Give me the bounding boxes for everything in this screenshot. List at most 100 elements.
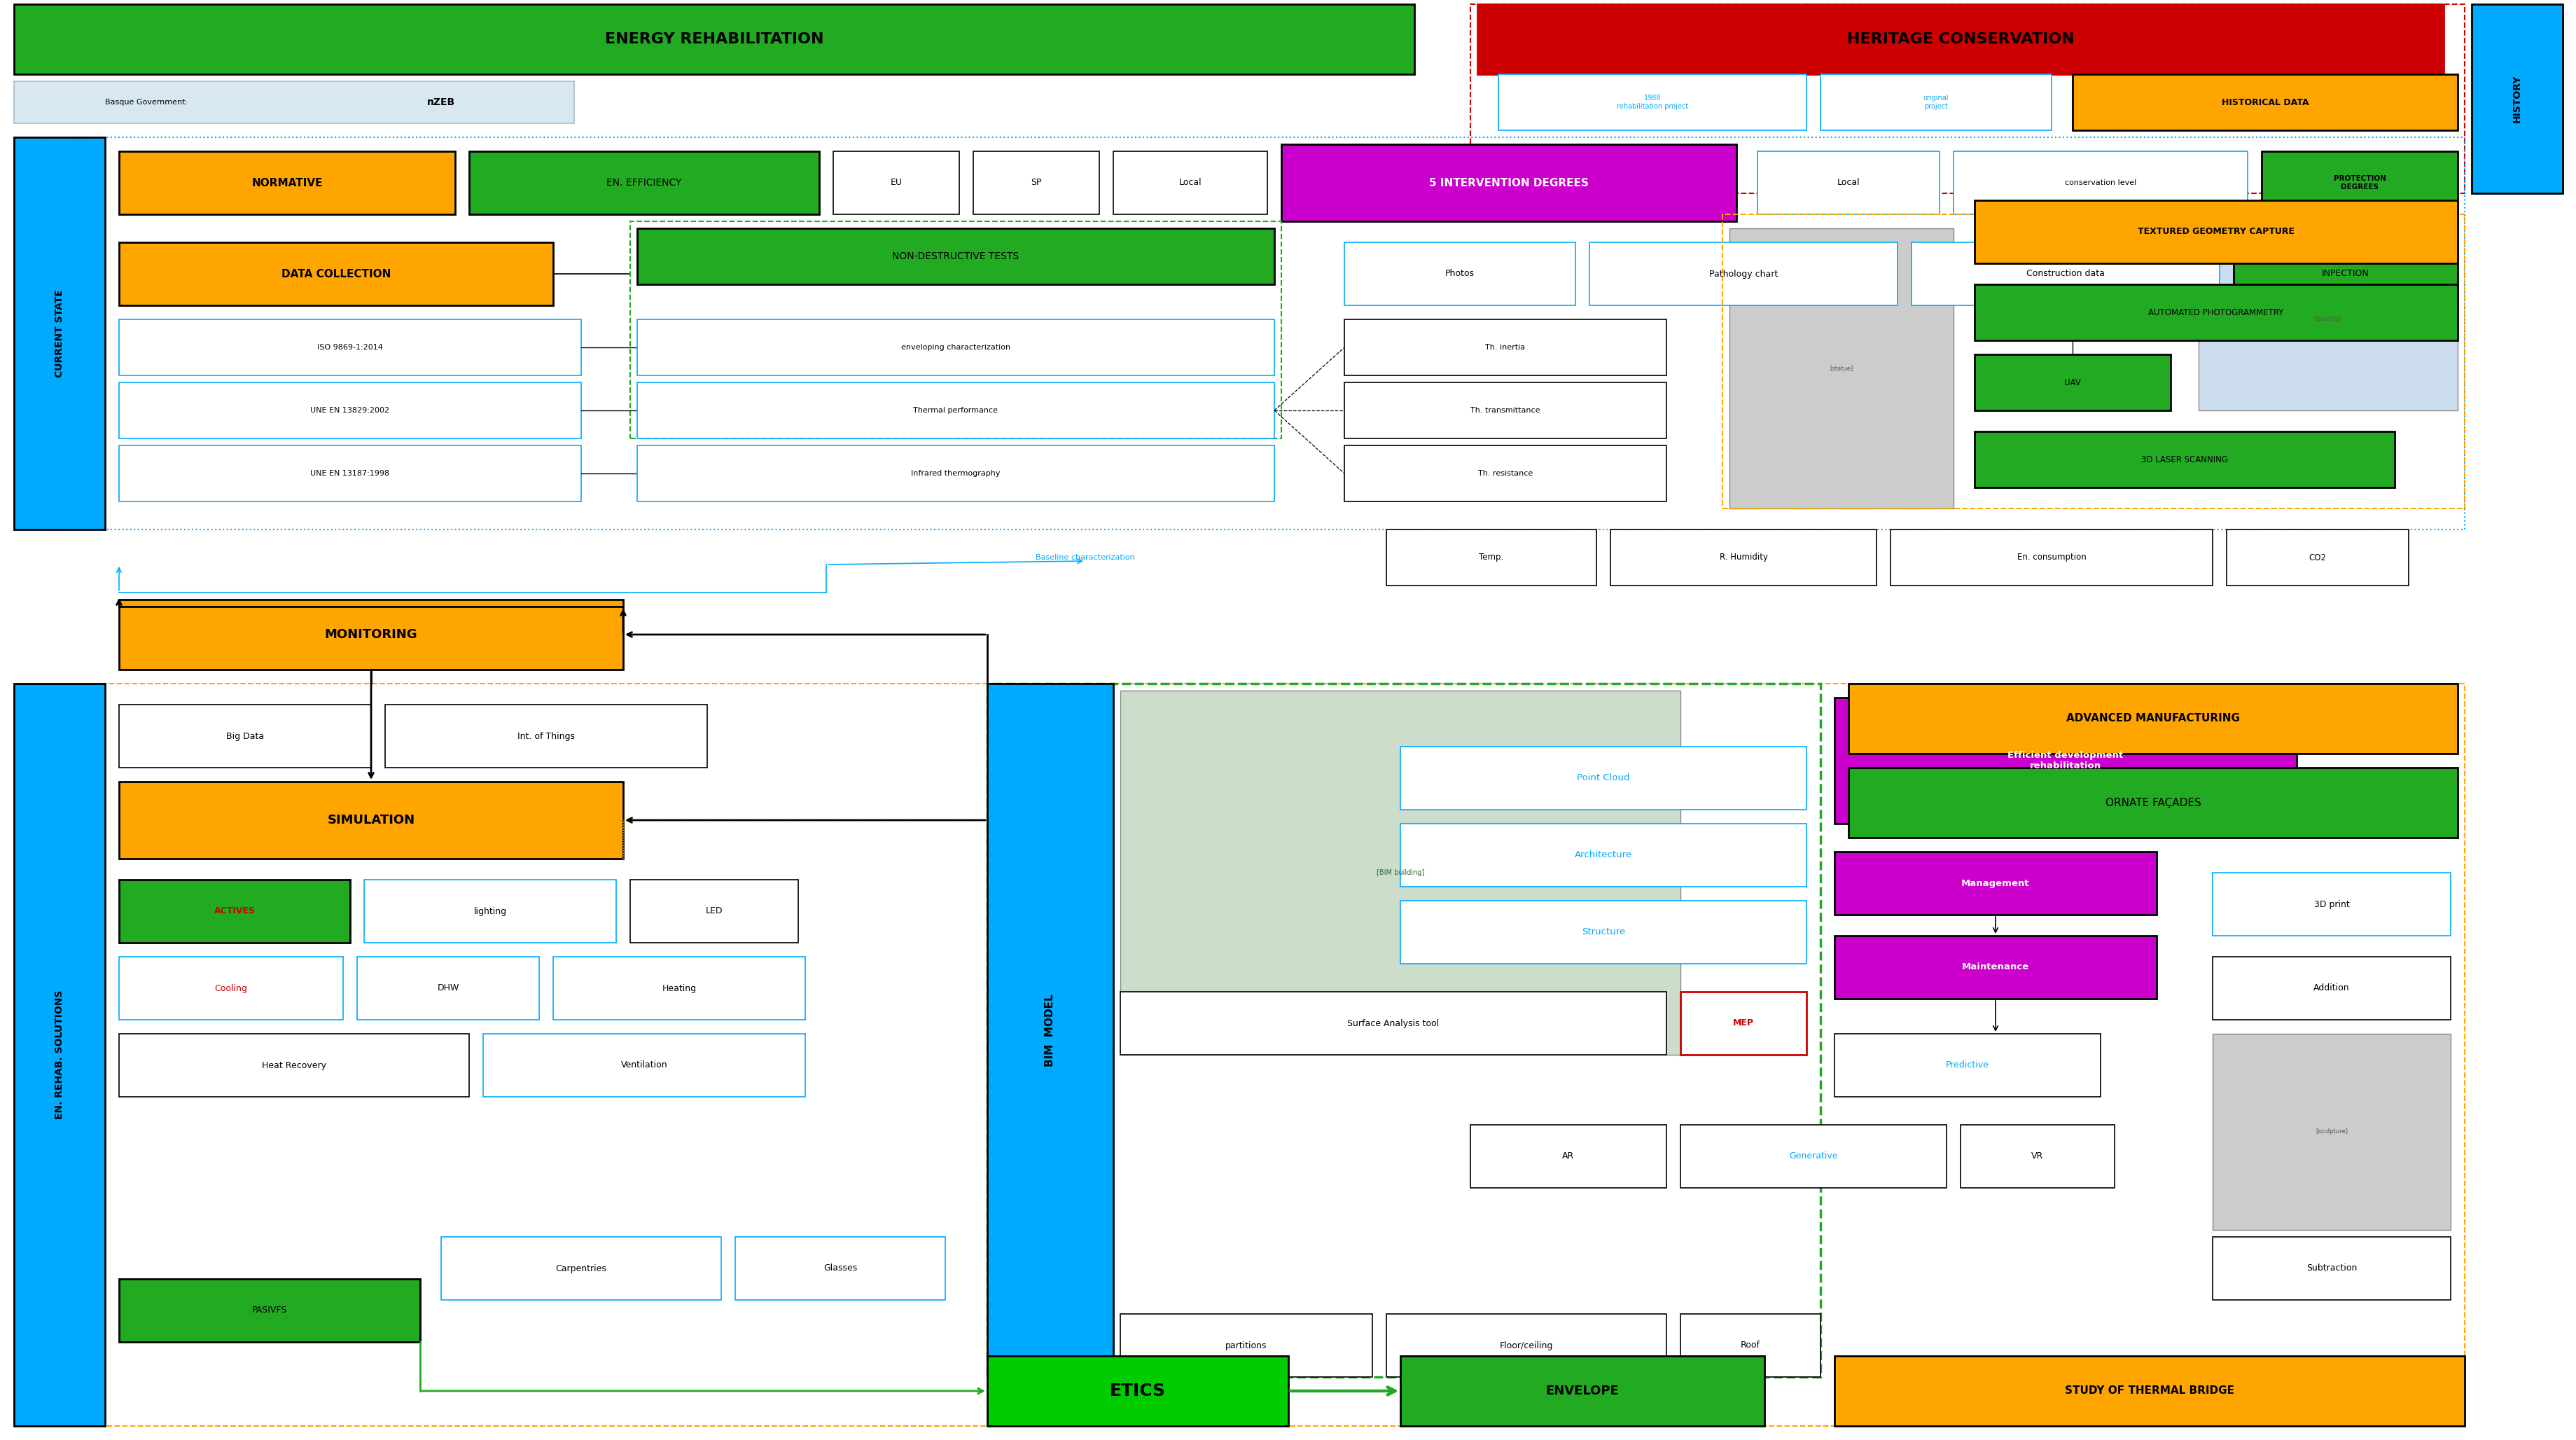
FancyBboxPatch shape [118,242,554,305]
Text: nZEB: nZEB [428,98,456,107]
FancyBboxPatch shape [118,880,350,943]
FancyBboxPatch shape [118,320,582,376]
Text: CO2: CO2 [2308,553,2326,562]
FancyBboxPatch shape [118,1034,469,1097]
FancyBboxPatch shape [1680,992,1806,1054]
FancyBboxPatch shape [1401,900,1806,963]
Text: EN. REHAB. SOLUTIONS: EN. REHAB. SOLUTIONS [54,991,64,1119]
Text: partitions: partitions [1226,1341,1267,1351]
Text: Basque Government:: Basque Government: [106,99,191,105]
Text: ENVELOPE: ENVELOPE [1546,1385,1620,1397]
FancyBboxPatch shape [118,383,582,438]
FancyBboxPatch shape [118,1279,420,1342]
FancyBboxPatch shape [1479,4,2445,75]
Text: NON-DESTRUCTIVE TESTS: NON-DESTRUCTIVE TESTS [891,252,1020,261]
FancyBboxPatch shape [2074,75,2458,130]
FancyBboxPatch shape [974,151,1100,215]
Text: NORMATIVE: NORMATIVE [252,177,322,189]
Text: UNE EN 13829:2002: UNE EN 13829:2002 [312,408,389,413]
FancyBboxPatch shape [1610,530,1875,586]
FancyBboxPatch shape [1401,824,1806,887]
FancyBboxPatch shape [1960,1125,2115,1188]
FancyBboxPatch shape [118,599,623,670]
FancyBboxPatch shape [1834,1356,2465,1426]
FancyBboxPatch shape [832,151,958,215]
FancyBboxPatch shape [1121,691,1680,1054]
FancyBboxPatch shape [1834,1034,2099,1097]
FancyBboxPatch shape [1113,151,1267,215]
FancyBboxPatch shape [118,956,343,1020]
FancyBboxPatch shape [987,684,1113,1377]
FancyBboxPatch shape [13,4,1414,75]
FancyBboxPatch shape [13,684,106,1426]
Text: En. consumption: En. consumption [2017,553,2087,562]
Text: 3D LASER SCANNING: 3D LASER SCANNING [2141,455,2228,464]
Text: VR: VR [2032,1152,2043,1161]
Text: Temp.: Temp. [1479,553,1504,562]
Text: Glasses: Glasses [824,1264,858,1273]
Text: conservation level: conservation level [2066,180,2136,186]
Text: Infrared thermography: Infrared thermography [912,469,999,477]
FancyBboxPatch shape [1728,229,1953,508]
FancyBboxPatch shape [2470,4,2563,193]
Text: INPECTION: INPECTION [2321,269,2370,278]
Text: Construction data: Construction data [2027,269,2105,278]
Text: [building]: [building] [2316,317,2342,323]
FancyBboxPatch shape [118,445,582,501]
FancyBboxPatch shape [363,880,616,943]
Text: Efficient development
rehabilitation: Efficient development rehabilitation [2007,750,2123,770]
FancyBboxPatch shape [1121,1313,1373,1377]
Text: 1988
rehabilitation project: 1988 rehabilitation project [1618,95,1687,109]
FancyBboxPatch shape [1345,383,1667,438]
FancyBboxPatch shape [13,137,106,530]
FancyBboxPatch shape [1345,320,1667,376]
Text: PASIVFS: PASIVFS [252,1306,286,1315]
FancyBboxPatch shape [1680,1313,1821,1377]
Text: Predictive: Predictive [1945,1061,1989,1070]
FancyBboxPatch shape [1680,1125,1947,1188]
Text: Roof: Roof [1741,1341,1759,1351]
Text: Local: Local [1837,179,1860,187]
Text: ACTIVES: ACTIVES [214,907,255,916]
FancyBboxPatch shape [2262,151,2458,215]
Text: Management: Management [1960,878,2030,887]
Text: Thermal performance: Thermal performance [914,408,997,413]
Text: Heating: Heating [662,984,696,992]
Text: Cooling: Cooling [214,984,247,992]
FancyBboxPatch shape [1757,151,1940,215]
Text: BIM  MODEL: BIM MODEL [1046,994,1056,1067]
FancyBboxPatch shape [1401,746,1806,809]
FancyBboxPatch shape [1401,1356,1765,1426]
Text: DATA COLLECTION: DATA COLLECTION [281,269,392,279]
FancyBboxPatch shape [1121,992,1667,1054]
FancyBboxPatch shape [987,1356,1288,1426]
FancyBboxPatch shape [1976,432,2396,488]
Text: Subtraction: Subtraction [2306,1264,2357,1273]
FancyBboxPatch shape [2226,530,2409,586]
FancyBboxPatch shape [1850,768,2458,838]
FancyBboxPatch shape [118,782,623,858]
Text: TEXTURED GEOMETRY CAPTURE: TEXTURED GEOMETRY CAPTURE [2138,228,2295,236]
Text: lighting: lighting [474,907,507,916]
Text: [sculpture]: [sculpture] [2316,1129,2347,1135]
Text: Photos: Photos [1445,269,1473,278]
Text: Big Data: Big Data [227,732,263,740]
Text: ORNATE FAÇADES: ORNATE FAÇADES [2105,798,2200,808]
Text: Th. transmittance: Th. transmittance [1471,408,1540,413]
FancyBboxPatch shape [636,445,1275,501]
Text: original
project: original project [1924,95,1950,109]
Text: Ventilation: Ventilation [621,1061,667,1070]
Text: HISTORICAL DATA: HISTORICAL DATA [2221,98,2308,107]
Text: Baseline characterization: Baseline characterization [1036,554,1136,562]
FancyBboxPatch shape [1499,75,1806,130]
Text: SP: SP [1030,179,1041,187]
Text: Local: Local [1180,179,1203,187]
Text: 5 INTERVENTION DEGREES: 5 INTERVENTION DEGREES [1430,177,1589,189]
Text: 3D print: 3D print [2313,900,2349,909]
FancyBboxPatch shape [1891,530,2213,586]
FancyBboxPatch shape [1280,144,1736,222]
Text: Surface Analysis tool: Surface Analysis tool [1347,1018,1440,1028]
FancyBboxPatch shape [636,229,1275,284]
Text: Int. of Things: Int. of Things [518,732,574,740]
FancyBboxPatch shape [1589,242,1899,305]
